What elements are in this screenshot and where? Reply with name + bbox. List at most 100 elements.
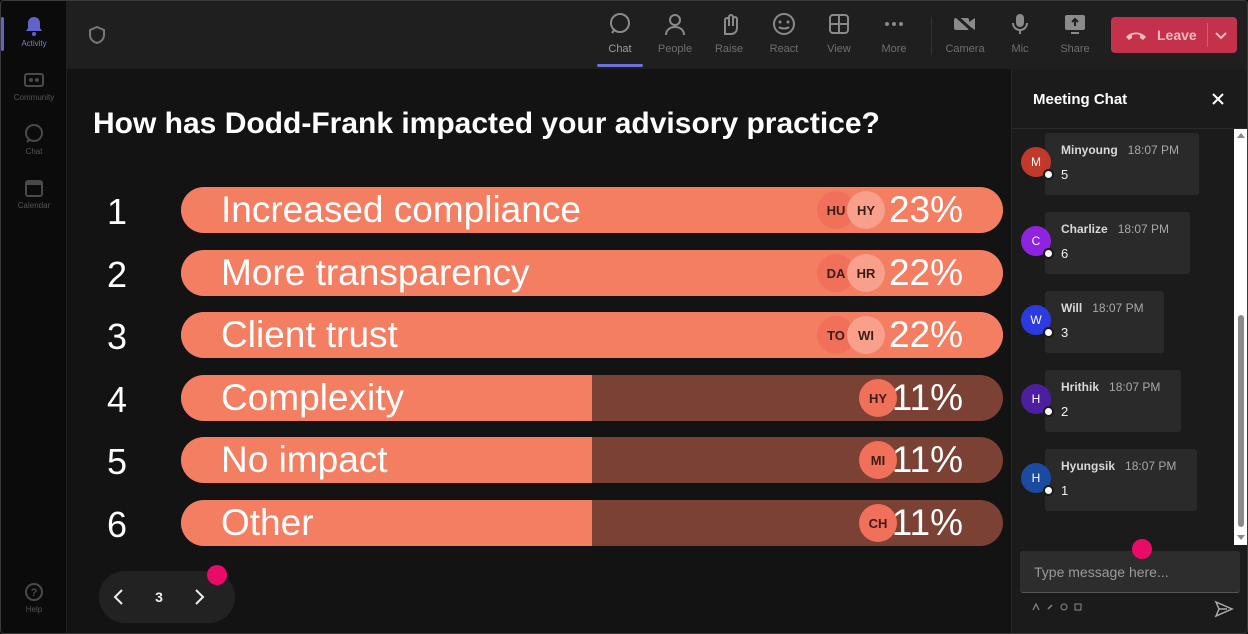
close-icon[interactable]	[1208, 89, 1228, 109]
emoji-icon[interactable]	[1060, 603, 1068, 611]
rail-item-label: Community	[13, 93, 55, 102]
chat-message-list: Minyoung 18:07 PM 5 M Charlize 18:07 PM 6 C Will…	[1012, 129, 1242, 547]
chat-message: Minyoung 18:07 PM 5 M	[1012, 133, 1242, 197]
option-label: No impact	[221, 439, 388, 480]
page-number: 3	[155, 589, 163, 605]
leave-button[interactable]: Leave	[1111, 17, 1237, 53]
option-bar: No impact MI 11%	[181, 437, 1003, 483]
poll-option-row[interactable]: 5 No impact MI 11%	[67, 437, 1011, 485]
avatar[interactable]: H	[1021, 384, 1054, 417]
tool-more[interactable]: More	[869, 11, 919, 61]
leave-label: Leave	[1157, 27, 1197, 43]
voter-avatar: MI	[859, 441, 897, 479]
camera-off-icon	[952, 11, 978, 37]
message-text: 6	[1061, 246, 1069, 261]
people-icon	[662, 11, 688, 37]
option-label: Other	[221, 502, 314, 543]
sender-name: Will	[1061, 301, 1083, 315]
tool-label: People	[657, 43, 693, 55]
presence-status-icon	[1043, 485, 1054, 496]
message-timestamp: 18:07 PM	[1127, 143, 1180, 157]
option-bar: Complexity HY 11%	[181, 375, 1003, 421]
attach-icon[interactable]	[1046, 603, 1054, 611]
previous-page-button[interactable]	[99, 577, 139, 617]
tool-view[interactable]: View	[814, 11, 864, 61]
option-percentage: 11%	[891, 502, 963, 543]
chat-panel: Meeting Chat Minyoung 18:07 PM 5 M Charlize 1…	[1011, 69, 1247, 633]
chat-icon	[23, 123, 45, 145]
tool-people[interactable]: People	[650, 11, 700, 61]
chat-message: Will 18:07 PM 3 W	[1012, 291, 1242, 355]
tool-share[interactable]: Share	[1050, 11, 1100, 61]
gif-icon[interactable]	[1074, 603, 1082, 611]
option-label: More transparency	[221, 252, 530, 293]
rail-item-help[interactable]: ? Help	[1, 573, 67, 625]
avatar[interactable]: C	[1021, 226, 1054, 259]
rail-item-label: Activity	[21, 39, 47, 48]
poll-option-row[interactable]: 4 Complexity HY 11%	[67, 375, 1011, 423]
poll-option-row[interactable]: 3 Client trust TO WI 22%	[67, 312, 1011, 360]
send-icon[interactable]	[1214, 599, 1234, 619]
avatar-initial: H	[1031, 471, 1041, 485]
option-percentage: 23%	[888, 189, 963, 230]
option-number: 6	[107, 504, 128, 545]
option-bar: More transparency DA HR 22%	[181, 250, 1003, 296]
poll-option-row[interactable]: 1 Increased compliance HU HY 23%	[67, 187, 1011, 235]
avatar[interactable]: M	[1021, 147, 1054, 180]
option-number: 1	[107, 191, 128, 232]
rail-item-community[interactable]: Community	[1, 61, 67, 113]
poll-stage: How has Dodd-Frank impacted your advisor…	[67, 69, 1011, 633]
message-timestamp: 18:07 PM	[1092, 301, 1144, 315]
tool-camera[interactable]: Camera	[940, 11, 990, 61]
scrollbar-thumb[interactable]	[1238, 315, 1244, 527]
format-icon[interactable]	[1032, 603, 1040, 611]
toolbar-separator	[931, 17, 932, 55]
hang-up-icon	[1125, 29, 1149, 41]
message-input-box[interactable]	[1020, 551, 1240, 593]
chat-header: Meeting Chat	[1012, 69, 1247, 129]
formatting-toolbar	[1032, 603, 1082, 611]
pointer-indicator	[207, 565, 227, 585]
message-timestamp: 18:07 PM	[1125, 459, 1177, 473]
poll-option-row[interactable]: 2 More transparency DA HR 22%	[67, 250, 1011, 298]
option-percentage: 22%	[888, 252, 963, 293]
avatar[interactable]: H	[1021, 463, 1054, 496]
tool-react[interactable]: React	[759, 11, 809, 61]
option-percentage: 11%	[891, 377, 963, 418]
avatar-initial: M	[1031, 155, 1041, 169]
avatar-initial: C	[1031, 234, 1041, 248]
next-page-button[interactable]	[179, 577, 219, 617]
avatar[interactable]: W	[1021, 305, 1054, 338]
meeting-toolbar: Chat People Raise React View	[67, 1, 1247, 69]
message-timestamp: 18:07 PM	[1117, 222, 1170, 236]
presence-status-icon	[1043, 406, 1054, 417]
tool-chat[interactable]: Chat	[595, 11, 645, 67]
option-label: Complexity	[221, 377, 404, 418]
tool-raise[interactable]: Raise	[704, 11, 754, 61]
message-bubble: Minyoung 18:07 PM 5	[1045, 133, 1199, 195]
chat-scrollbar[interactable]	[1234, 129, 1247, 545]
poll-option-row[interactable]: 6 Other CH 11%	[67, 500, 1011, 548]
voter-avatar: HY	[859, 379, 897, 417]
community-icon	[23, 69, 45, 91]
app-rail: Activity Community Chat Calendar ? Help	[1, 1, 67, 633]
rail-item-activity[interactable]: Activity	[1, 7, 67, 59]
tool-label: Chat	[608, 43, 632, 55]
presence-status-icon	[1043, 169, 1054, 180]
chat-title: Meeting Chat	[1033, 91, 1128, 108]
message-input[interactable]	[1020, 551, 1240, 592]
message-text: 3	[1061, 325, 1069, 340]
message-text: 2	[1061, 404, 1069, 419]
option-bar: Increased compliance HU HY 23%	[181, 187, 1003, 233]
mic-icon	[1007, 11, 1033, 37]
sender-name: Hrithik	[1061, 380, 1100, 394]
tool-mic[interactable]: Mic	[995, 11, 1045, 61]
tool-label: Share	[1060, 43, 1090, 55]
rail-item-calendar[interactable]: Calendar	[1, 169, 67, 221]
option-label: Client trust	[221, 314, 398, 355]
rail-item-chat[interactable]: Chat	[1, 115, 67, 167]
tool-label: Camera	[945, 43, 985, 55]
chevron-down-icon[interactable]	[1213, 27, 1229, 43]
option-number: 4	[107, 379, 128, 420]
chat-message: Hyungsik 18:07 PM 1 H	[1012, 449, 1242, 513]
